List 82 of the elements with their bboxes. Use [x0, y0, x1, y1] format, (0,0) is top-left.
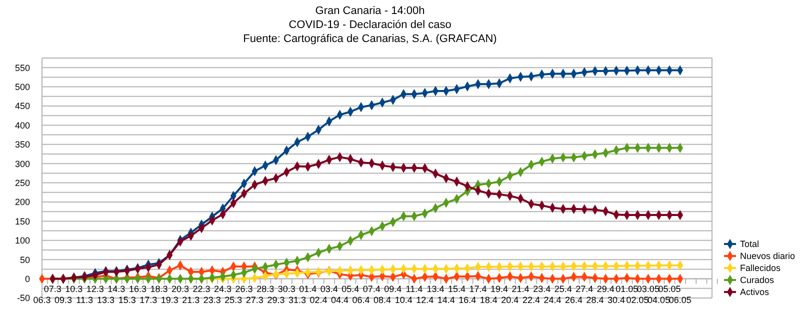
x-tick-label: 28.4: [586, 294, 604, 305]
x-tick-label: 22.4: [522, 294, 540, 305]
x-tick-label: 15.4: [448, 284, 466, 294]
x-tick-label: 29.4: [596, 284, 614, 294]
x-tick-label: 31.3: [288, 294, 306, 305]
legend-label: Total: [740, 239, 760, 250]
x-tick-label: 26.3: [235, 284, 253, 294]
x-tick-label: 29.3: [267, 294, 285, 305]
x-tick-label: 22.3: [192, 284, 210, 294]
y-tick-label: 50: [20, 254, 30, 265]
x-tick-label: 25.3: [224, 294, 242, 305]
y-tick-label: 500: [14, 82, 30, 92]
y-tick-label: 450: [14, 101, 30, 112]
x-tick-label: 21.3: [182, 294, 200, 305]
x-tick-label: 26.4: [564, 294, 583, 305]
x-tick-label: 28.3: [256, 284, 274, 294]
x-tick-label: 09.4: [384, 284, 402, 294]
chart-subtitle: COVID-19 - Declaración del caso: [288, 19, 452, 31]
x-tick-label: 10.4: [394, 294, 412, 305]
x-tick-label: 18.4: [480, 294, 498, 305]
x-tick-label: 12.4: [416, 294, 434, 305]
x-tick-label: 07.4: [362, 284, 380, 294]
x-tick-label: 25.4: [554, 284, 572, 294]
x-tick-label: 03.4: [320, 284, 338, 294]
y-tick-label: 100: [14, 236, 30, 246]
x-tick-label: 11.4: [406, 284, 423, 294]
y-tick-label: 350: [14, 140, 30, 150]
x-tick-label: 01.4: [299, 284, 317, 294]
x-tick-label: 06.4: [352, 294, 370, 305]
x-tick-label: 23.4: [533, 284, 551, 294]
legend-label: Curados: [740, 275, 775, 286]
y-tick-label: 400: [14, 120, 30, 130]
x-tick-label: 13.4: [426, 284, 444, 294]
x-tick-label: 17.4: [469, 284, 487, 294]
x-tick-label: 06.3: [33, 294, 51, 305]
x-tick-label: 14.3: [108, 284, 126, 294]
y-tick-label: 550: [14, 62, 30, 73]
y-tick-label: -50: [16, 293, 30, 304]
x-tick-label: 18.3: [150, 284, 168, 294]
x-tick-label: 23.3: [203, 294, 221, 305]
x-tick-label: 10.3: [65, 284, 83, 294]
x-tick-label: 20.3: [171, 284, 190, 294]
x-tick-label: 15.3: [118, 294, 136, 305]
x-tick-label: 12.3: [86, 284, 104, 294]
legend-label: Fallecidos: [740, 263, 782, 274]
x-tick-label: 19.3: [160, 294, 178, 305]
x-tick-label: 13.3: [97, 294, 115, 305]
x-tick-label: 08.4: [374, 294, 392, 305]
x-tick-label: 05.4: [342, 284, 360, 294]
x-tick-label: 09.3: [54, 294, 72, 305]
x-tick-label: 17.3: [140, 294, 158, 305]
x-tick-label: 07.3: [44, 284, 62, 294]
x-tick-label: 02.05: [626, 294, 649, 305]
x-tick-label: 16.3: [128, 284, 146, 294]
x-tick-label: 24.4: [544, 294, 562, 305]
x-tick-label: 16.4: [458, 294, 476, 305]
x-tick-label: 06.05: [668, 294, 692, 305]
y-tick-label: 250: [14, 178, 30, 188]
source-note: Fuente: Cartográfica de Canarias, S.A. (GRAFCAN): [243, 33, 497, 45]
chart-title: Gran Canaria - 14:00h: [315, 5, 425, 17]
legend-label: Nuevos diario: [740, 251, 796, 262]
x-tick-label: 27.3: [246, 294, 264, 305]
x-tick-label: 19.4: [490, 284, 508, 294]
x-tick-label: 30.4: [608, 294, 626, 305]
x-tick-label: 04.05: [648, 294, 670, 305]
y-tick-label: 0: [24, 274, 30, 284]
x-tick-label: 27.4: [576, 284, 594, 294]
x-tick-label: 20.4: [501, 294, 519, 305]
x-tick-label: 05.05: [658, 284, 681, 294]
x-tick-label: 01.05: [616, 284, 638, 294]
x-tick-label: 14.4: [437, 294, 455, 305]
x-tick-label: 24.3: [214, 284, 232, 294]
x-tick-label: 21.4: [512, 284, 530, 294]
legend-label: Activos: [740, 287, 770, 298]
x-tick-label: 02.4: [310, 294, 328, 305]
y-tick-label: 300: [14, 158, 30, 169]
y-tick-label: 150: [14, 216, 30, 226]
x-tick-label: 04.4: [331, 294, 349, 305]
x-tick-label: 11.3: [76, 294, 93, 305]
y-tick-label: 200: [14, 197, 30, 208]
x-tick-label: 30.3: [278, 284, 296, 294]
x-tick-label: 03.05: [636, 284, 660, 294]
